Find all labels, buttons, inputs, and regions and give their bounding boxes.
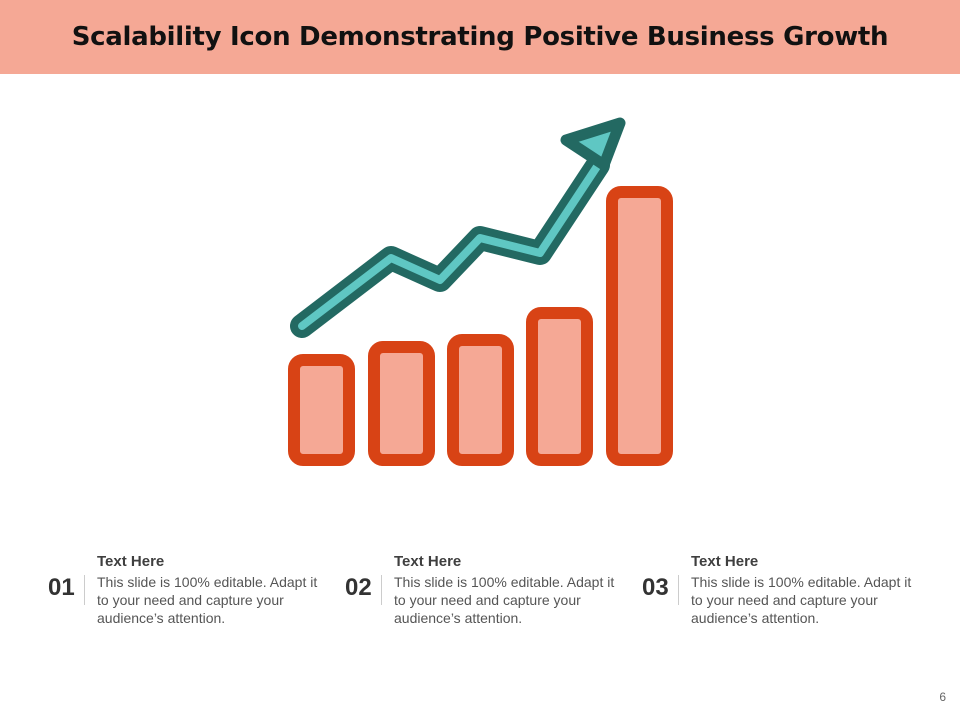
bar-2 [368, 341, 435, 466]
bar-1 [288, 354, 355, 466]
text-items: 01 Text Here This slide is 100% editable… [0, 548, 960, 648]
title-bar: Scalability Icon Demonstrating Positive … [0, 0, 960, 74]
item-01: 01 Text Here This slide is 100% editable… [48, 548, 328, 638]
slide-title: Scalability Icon Demonstrating Positive … [71, 22, 889, 52]
separator [678, 575, 679, 605]
item-heading: Text Here [394, 553, 462, 570]
separator [84, 575, 85, 605]
item-02: 02 Text Here This slide is 100% editable… [345, 548, 625, 638]
page-number: 6 [939, 690, 946, 704]
item-text: This slide is 100% editable. Adapt it to… [691, 574, 912, 626]
growth-arrow-icon [290, 117, 626, 338]
bar-3 [447, 334, 514, 466]
separator [381, 575, 382, 605]
bar-5 [606, 186, 673, 466]
item-text: This slide is 100% editable. Adapt it to… [394, 574, 615, 626]
item-03: 03 Text Here This slide is 100% editable… [642, 548, 922, 638]
item-heading: Text Here [691, 553, 759, 570]
item-number: 02 [345, 574, 372, 601]
bar-4 [526, 307, 593, 466]
item-number: 03 [642, 574, 669, 601]
item-text: This slide is 100% editable. Adapt it to… [97, 574, 318, 626]
item-number: 01 [48, 574, 75, 601]
item-heading: Text Here [97, 553, 165, 570]
bars-group [288, 186, 673, 466]
